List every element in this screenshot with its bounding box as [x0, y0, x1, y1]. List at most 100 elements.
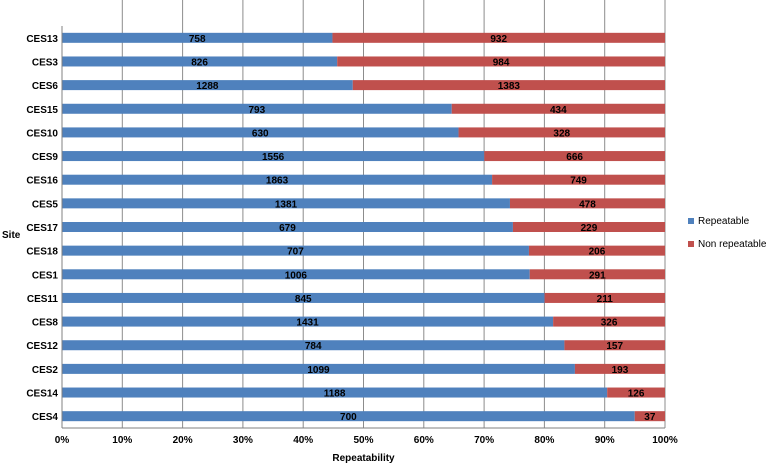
data-label: 679 [279, 223, 296, 234]
data-label: 1556 [262, 152, 285, 163]
bar-segment [352, 80, 665, 91]
data-label: 700 [340, 412, 357, 423]
data-label: 984 [493, 57, 510, 68]
x-tick-labels: 0% 10% 20% 30% 40% 50% 60% 70% 80% 90% 100% [55, 435, 678, 446]
data-label: 434 [550, 105, 567, 116]
category-label: CES17 [26, 223, 58, 234]
data-label: 1288 [196, 81, 219, 92]
x-tick-label: 70% [474, 435, 494, 446]
data-label: 478 [579, 199, 596, 210]
bar-segment [62, 198, 510, 209]
data-label: 157 [606, 341, 623, 352]
gridlines [121, 0, 666, 428]
data-label: 1431 [296, 318, 319, 329]
y-axis-title: Site [2, 230, 21, 241]
bar-segment [62, 245, 529, 256]
bar-segment [337, 56, 665, 67]
category-label: CES12 [26, 341, 58, 352]
bar-segment [553, 316, 665, 327]
x-tick-label: 90% [595, 435, 615, 446]
category-label: CES13 [26, 34, 58, 45]
data-label: 749 [570, 176, 587, 187]
data-label: 326 [601, 318, 618, 329]
bar-segment [528, 245, 665, 256]
data-label: 193 [612, 365, 629, 376]
category-label: CES18 [26, 247, 58, 258]
bar-segment [62, 269, 530, 280]
bar-segment [451, 103, 665, 114]
bar-segment [512, 222, 665, 232]
data-label: 630 [252, 128, 269, 139]
data-label: 932 [490, 34, 507, 45]
data-label: 211 [597, 294, 614, 305]
data-label: 1188 [324, 389, 346, 400]
bar-segment [458, 127, 665, 138]
data-label: 707 [287, 247, 304, 258]
data-label: 1099 [307, 365, 330, 376]
bar-segment [62, 222, 513, 232]
data-label: 845 [295, 294, 312, 305]
data-labels: 758 932 826 984 1288 1383 793 434 630 328 1556 666 1… [189, 34, 656, 423]
x-tick-label: 50% [353, 435, 373, 446]
category-label: CES15 [26, 105, 58, 116]
category-label: CES4 [32, 412, 59, 423]
x-tick-label: 30% [233, 435, 253, 446]
data-label: 666 [566, 152, 583, 163]
bar-segment [62, 387, 608, 398]
data-label: 1863 [266, 176, 289, 187]
data-label: 1006 [285, 270, 308, 281]
bar-segment [529, 269, 665, 280]
x-axis-title: Repeatability [332, 453, 395, 464]
bar-segment [634, 411, 665, 422]
legend-label: Non repeatable [698, 239, 767, 250]
category-label: CES3 [32, 57, 59, 68]
category-label: CES9 [32, 152, 59, 163]
x-tick-label: 100% [652, 435, 678, 446]
bar-segment [544, 292, 665, 303]
bars [62, 32, 665, 422]
category-label: CES6 [32, 81, 59, 92]
bar-segment [484, 151, 665, 162]
bar-segment [62, 103, 452, 114]
category-label: CES11 [27, 294, 59, 305]
data-label: 229 [581, 223, 598, 234]
data-label: 37 [644, 412, 656, 423]
data-label: 758 [189, 34, 206, 45]
data-label: 784 [305, 341, 322, 352]
bar-segment [574, 363, 665, 374]
data-label: 291 [589, 270, 606, 281]
data-label: 328 [553, 128, 570, 139]
bar-segment [62, 127, 459, 138]
bar-segment [492, 174, 665, 185]
bar-segment [62, 174, 493, 185]
bar-segment [62, 32, 333, 43]
bar-segment [62, 292, 545, 303]
bar-segment [62, 151, 485, 162]
data-label: 1381 [275, 199, 298, 210]
category-label: CES16 [26, 176, 58, 187]
data-label: 1383 [498, 81, 521, 92]
legend-swatch [688, 218, 694, 224]
data-label: 126 [628, 389, 645, 400]
bar-segment [509, 198, 665, 209]
bar-segment [62, 80, 353, 91]
x-tick-label: 20% [173, 435, 193, 446]
bar-segment [564, 340, 665, 351]
data-label: 793 [249, 105, 266, 116]
category-label: CES14 [26, 389, 58, 400]
x-tick-label: 40% [293, 435, 313, 446]
legend: Repeatable Non repeatable [688, 216, 767, 250]
x-tick-label: 10% [112, 435, 132, 446]
legend-swatch [688, 241, 694, 247]
bar-segment [62, 363, 575, 374]
category-label: CES10 [26, 128, 58, 139]
bar-segment [332, 32, 665, 43]
data-label: 826 [191, 57, 208, 68]
bar-segment [62, 56, 338, 67]
data-label: 206 [589, 247, 606, 258]
category-label: CES5 [32, 199, 59, 210]
bar-segment [62, 340, 565, 351]
legend-label: Repeatable [698, 216, 750, 227]
bar-segment [607, 387, 665, 398]
